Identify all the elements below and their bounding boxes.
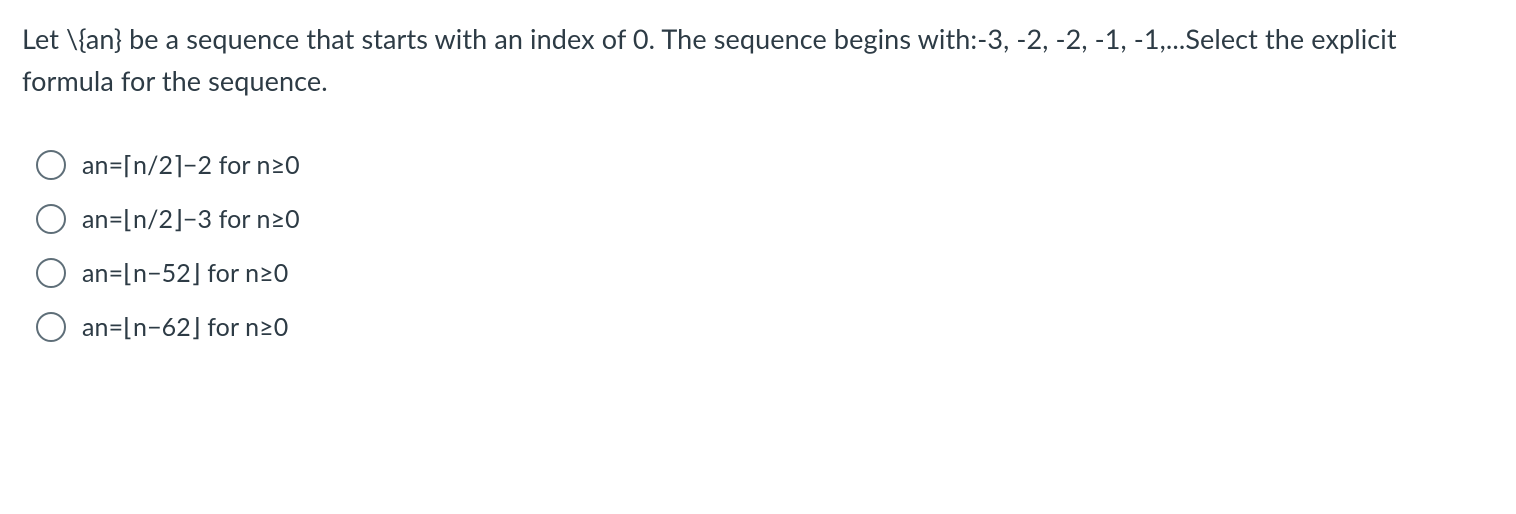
option-row[interactable]: an=⌊n−62⌋ for n≥0 xyxy=(36,312,1494,342)
radio-button[interactable] xyxy=(36,312,66,342)
option-row[interactable]: an=⌊n/2⌋−3 for n≥0 xyxy=(36,204,1494,234)
option-label: an=⌈n/2⌉−2 for n≥0 xyxy=(82,150,300,180)
radio-button[interactable] xyxy=(36,204,66,234)
option-label: an=⌊n−62⌋ for n≥0 xyxy=(82,312,288,342)
radio-button[interactable] xyxy=(36,258,66,288)
option-row[interactable]: an=⌈n/2⌉−2 for n≥0 xyxy=(36,150,1494,180)
options-list: an=⌈n/2⌉−2 for n≥0 an=⌊n/2⌋−3 for n≥0 an… xyxy=(22,150,1494,342)
option-row[interactable]: an=⌊n−52⌋ for n≥0 xyxy=(36,258,1494,288)
option-label: an=⌊n−52⌋ for n≥0 xyxy=(82,258,288,288)
radio-button[interactable] xyxy=(36,150,66,180)
option-label: an=⌊n/2⌋−3 for n≥0 xyxy=(82,204,300,234)
question-text: Let \{an} be a sequence that starts with… xyxy=(22,18,1494,102)
